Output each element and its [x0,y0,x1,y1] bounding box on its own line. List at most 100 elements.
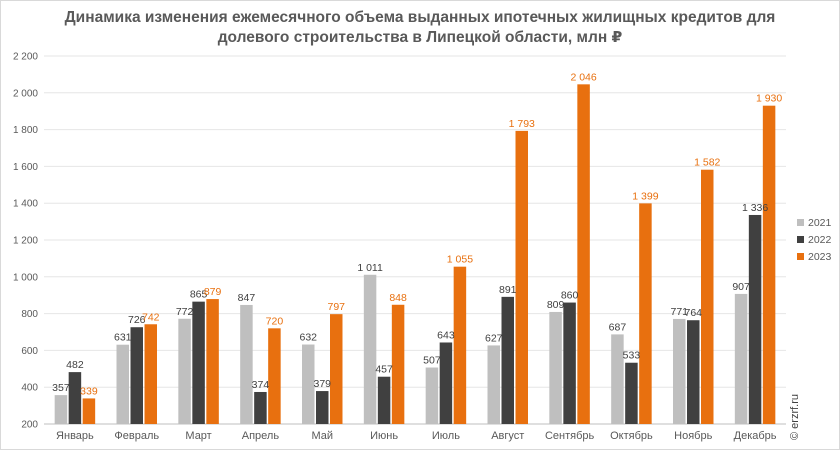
data-label-2023: 879 [204,286,222,298]
x-axis-categories: Январь Февраль Март Апрель Май Июнь Июль Август… [56,430,777,442]
data-label-2022: 374 [252,379,270,391]
chart-title-line-1: Динамика изменения ежемесячного объема в… [64,9,776,26]
data-label-2023: 797 [327,301,345,313]
bar-2021 [673,318,686,424]
bar-2023 [639,203,652,424]
y-tick-label: 800 [21,309,38,320]
data-label-2023: 339 [80,385,98,397]
bar-2022 [687,320,700,424]
data-label-2023: 2 046 [570,71,596,83]
x-category-label: Декабрь [734,430,777,442]
data-label-2023: 742 [142,311,160,323]
bar-2023 [577,84,590,424]
data-label-2022: 482 [66,359,84,371]
y-tick-label: 1 400 [13,199,38,210]
data-label-2023: 1 055 [447,254,473,266]
bar-2022 [501,296,514,424]
data-label-2021: 772 [176,306,194,318]
bar-2021 [611,334,624,424]
x-category-label: Июнь [370,430,398,442]
chart-title-line-2: долевого строительства в Липецкой област… [217,29,623,46]
bar-2022 [625,362,638,424]
legend-label-2021: 2021 [808,217,832,229]
bar-2021 [178,318,191,424]
legend-swatch-2022 [797,236,804,243]
y-tick-label: 1 000 [13,272,38,283]
data-label-2023: 1 582 [694,157,720,169]
data-label-2022: 1 336 [742,202,768,214]
y-tick-label: 2 200 [13,52,38,63]
data-label-2021: 627 [485,332,503,344]
legend-swatch-2023 [797,253,804,260]
data-label-2023: 720 [266,315,284,327]
bar-2022 [748,214,762,424]
bar-2021 [302,344,315,424]
data-label-2022: 379 [313,378,331,390]
data-label-2022: 891 [499,284,517,296]
data-label-2022: 764 [684,307,702,319]
x-category-label: Май [311,430,333,442]
data-label-2022: 726 [128,314,146,326]
data-label-2021: 771 [670,306,688,318]
data-label-2021: 687 [609,321,627,333]
x-category-label: Август [491,430,524,442]
bars [54,84,776,425]
legend-label-2023: 2023 [808,251,832,263]
data-label-2023: 848 [389,292,407,304]
bar-2022 [316,391,329,424]
data-label-2021: 809 [547,299,565,311]
x-category-label: Сентябрь [545,430,595,442]
x-category-label: Март [185,430,211,442]
y-tick-label: 200 [21,420,38,431]
data-label-2023: 1 399 [632,190,658,202]
bar-2023 [391,304,405,424]
data-label-2021: 847 [238,292,256,304]
x-category-label: Февраль [114,430,159,442]
legend-swatch-2021 [797,219,804,226]
x-category-label: Июль [432,430,460,442]
bar-2022 [192,301,205,424]
bar-2023 [144,324,157,424]
bar-2023 [515,130,528,424]
data-label-2023: 1 930 [756,93,782,105]
data-label-2022: 865 [190,289,208,301]
y-tick-label: 1 600 [13,162,38,173]
y-tick-label: 400 [21,383,38,394]
gridlines [44,55,786,425]
x-category-label: Апрель [242,430,280,442]
data-label-2023: 1 793 [509,118,535,130]
bar-2021 [54,395,68,424]
data-label-2021: 907 [732,281,750,293]
legend: 2021 2022 2023 [797,217,832,263]
bar-2021 [116,344,129,424]
data-label-2021: 507 [423,355,441,367]
bar-2023 [453,266,467,424]
data-label-2022: 860 [561,290,579,302]
bar-2023 [701,169,714,424]
bar-2023 [762,105,776,425]
data-label-2021: 1 011 [357,262,383,274]
bar-2021 [549,311,562,424]
bar-2022 [130,327,143,424]
bar-2022 [68,372,82,424]
bar-2021 [363,274,377,424]
bar-2023 [206,299,219,424]
bar-2021 [487,345,500,424]
data-label-2022: 533 [623,350,641,362]
bar-2022 [439,342,453,424]
data-label-2022: 457 [375,364,393,376]
bar-2022 [563,302,576,424]
bar-2022 [254,391,267,424]
bar-2022 [377,376,391,424]
legend-label-2022: 2022 [808,234,832,246]
y-axis-ticks: 200 400 600 800 1 000 1 200 1 400 1 600 1 800 2 0… [13,52,38,431]
y-tick-label: 1 200 [13,236,38,247]
y-tick-label: 600 [21,346,38,357]
y-tick-label: 1 800 [13,125,38,136]
bar-2023 [330,314,343,424]
x-category-label: Январь [56,430,94,442]
bar-2021 [240,304,253,424]
bar-2023 [82,398,96,424]
bar-2023 [268,328,281,424]
